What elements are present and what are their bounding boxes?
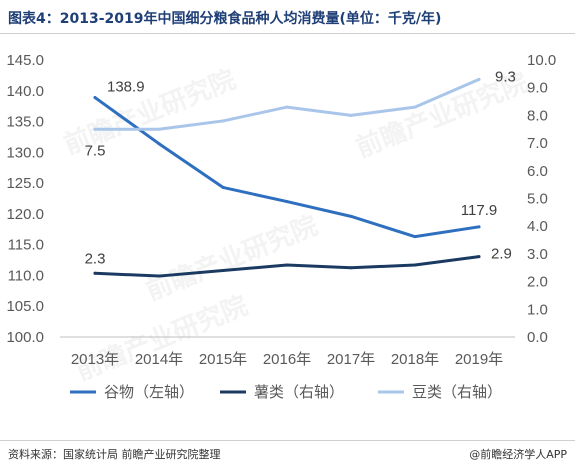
right-axis-tick-label: 4.0 xyxy=(527,218,548,235)
right-axis-tick-label: 3.0 xyxy=(527,246,548,263)
data-point xyxy=(477,225,481,229)
data-point xyxy=(221,119,225,123)
data-label: 117.9 xyxy=(461,202,497,219)
chart-title: 图表4：2013-2019年中国细分粮食品种人均消费量(单位：千克/年) xyxy=(8,11,442,27)
x-axis-tick-label: 2013年 xyxy=(71,351,119,368)
data-point xyxy=(285,105,289,109)
brand-credit: @前瞻经济学人APP xyxy=(469,448,567,461)
data-point xyxy=(285,200,289,204)
right-axis-tick-label: 9.0 xyxy=(527,80,548,97)
data-point xyxy=(349,266,353,270)
data-point xyxy=(477,77,481,81)
data-point xyxy=(413,105,417,109)
data-point xyxy=(93,96,97,100)
left-axis-tick-label: 110.0 xyxy=(8,267,44,284)
data-point xyxy=(349,113,353,117)
right-axis-tick-label: 0.0 xyxy=(527,329,548,346)
data-point xyxy=(477,255,481,259)
left-axis-tick-label: 135.0 xyxy=(6,114,44,131)
data-point xyxy=(93,271,97,275)
series-line-1 xyxy=(93,96,481,239)
right-axis-tick-label: 1.0 xyxy=(527,301,548,318)
data-point xyxy=(349,214,353,218)
data-point xyxy=(413,235,417,239)
data-label: 9.3 xyxy=(495,68,516,85)
legend-label: 薯类（右轴） xyxy=(254,383,344,401)
left-axis-tick-label: 145.0 xyxy=(6,52,44,69)
right-axis-tick-label: 7.0 xyxy=(527,135,548,152)
left-axis-tick-label: 125.0 xyxy=(6,175,44,192)
data-point xyxy=(157,274,161,278)
series-line-3 xyxy=(93,77,481,131)
left-axis-tick-label: 120.0 xyxy=(6,206,44,223)
left-axis-tick-label: 130.0 xyxy=(6,144,44,161)
data-point xyxy=(285,263,289,267)
source-note: 资料来源：国家统计局 前瞻产业研究院整理 xyxy=(8,448,221,461)
chart-plot: 100.0 105.0 110.0 115.0 120.0 125.0 130.0 135.0… xyxy=(6,52,556,401)
data-point xyxy=(221,185,225,189)
right-axis-tick-label: 2.0 xyxy=(527,274,548,291)
data-point xyxy=(221,269,225,273)
left-axis-tick-label: 105.0 xyxy=(6,298,44,315)
right-axis-tick-label: 6.0 xyxy=(527,163,548,180)
title-divider xyxy=(0,33,575,34)
data-label: 2.9 xyxy=(491,246,512,263)
legend-label: 豆类（右轴） xyxy=(412,383,502,401)
left-axis-tick-label: 115.0 xyxy=(8,237,44,254)
footer-divider xyxy=(0,440,575,441)
x-axis-tick-label: 2019年 xyxy=(455,351,503,368)
right-axis-tick-label: 10.0 xyxy=(527,52,556,69)
right-axis-tick-label: 8.0 xyxy=(527,107,548,124)
data-point xyxy=(157,127,161,131)
left-axis-tick-label: 140.0 xyxy=(6,83,44,100)
right-axis-tick-label: 5.0 xyxy=(527,191,548,208)
data-label: 7.5 xyxy=(85,142,106,159)
data-point xyxy=(413,263,417,267)
x-axis-tick-label: 2014年 xyxy=(135,351,183,368)
data-point xyxy=(93,127,97,131)
x-axis-tick-label: 2015年 xyxy=(199,351,247,368)
left-axis-tick-label: 100.0 xyxy=(6,329,44,346)
x-axis-tick-label: 2018年 xyxy=(391,351,439,368)
x-axis-tick-label: 2017年 xyxy=(327,351,375,368)
x-axis-tick-label: 2016年 xyxy=(263,351,311,368)
data-point xyxy=(157,142,161,146)
data-label: 138.9 xyxy=(107,79,145,96)
data-label: 2.3 xyxy=(85,250,106,267)
legend-label: 谷物（左轴） xyxy=(104,383,194,401)
